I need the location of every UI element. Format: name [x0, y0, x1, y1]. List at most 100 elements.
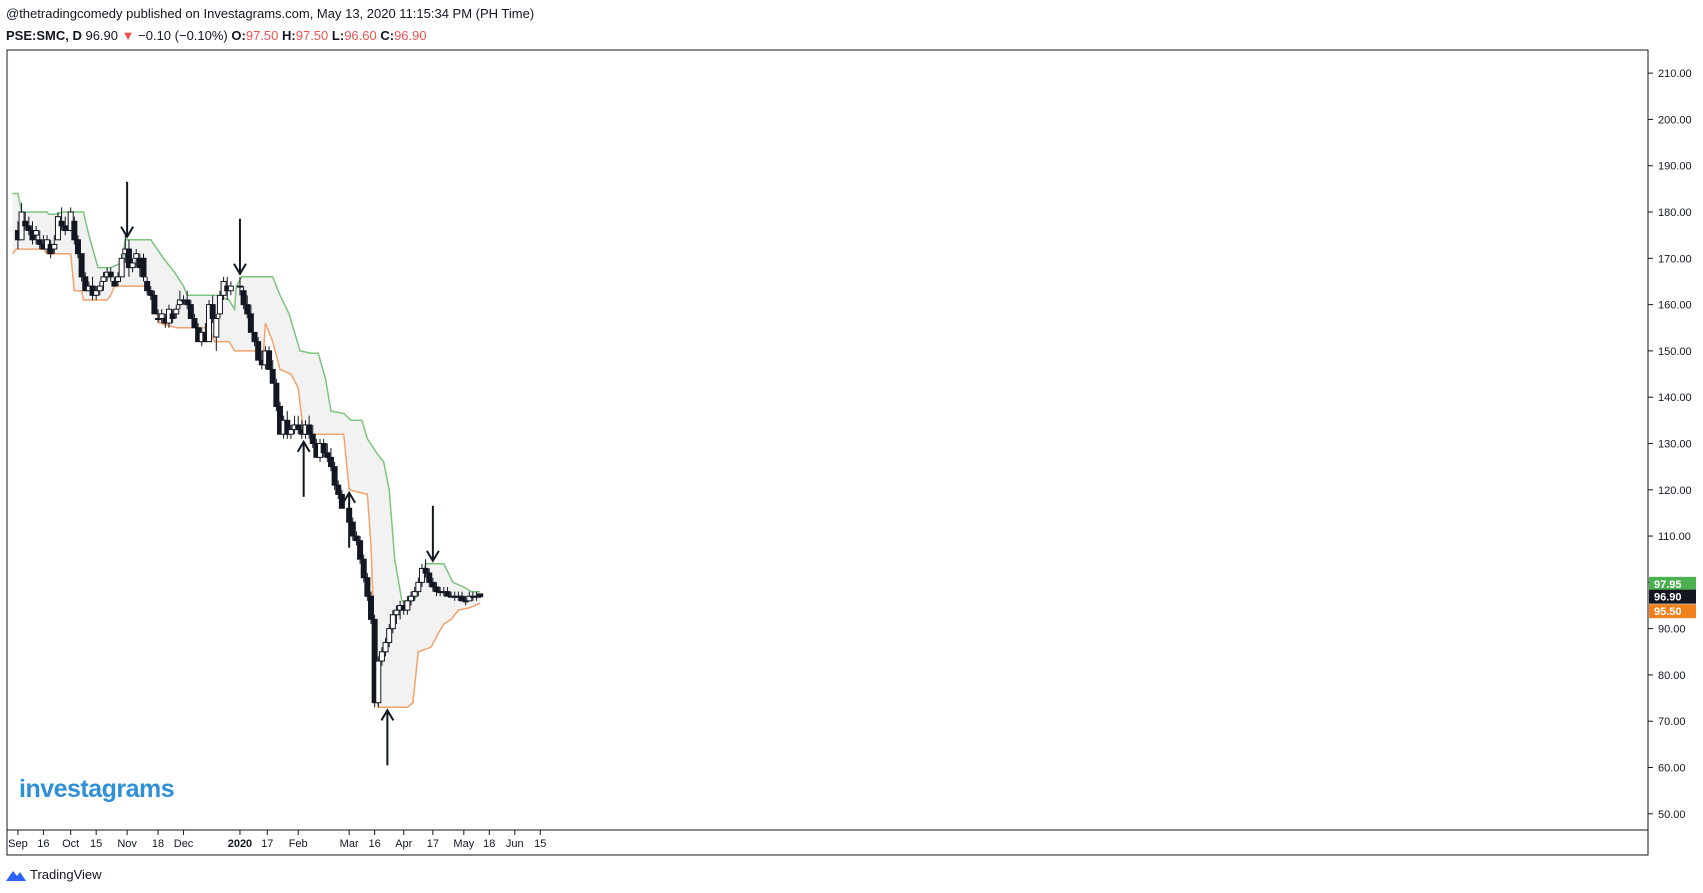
candle-body	[426, 572, 433, 583]
y-tick-label: 70.00	[1658, 716, 1686, 728]
candle	[295, 415, 302, 435]
candle	[240, 286, 247, 310]
candle	[426, 568, 433, 587]
arrow-up-icon	[296, 439, 311, 497]
x-tick-label: Nov	[117, 838, 137, 850]
y-tick-label: 160.00	[1658, 300, 1692, 312]
candle	[284, 411, 291, 439]
y-tick-label: 130.00	[1658, 438, 1692, 450]
x-tick-label: Apr	[395, 838, 412, 850]
candle	[213, 313, 220, 351]
candle	[93, 286, 100, 300]
candle	[151, 290, 158, 315]
candle-body	[266, 350, 273, 370]
y-tick-label: 90.00	[1658, 624, 1686, 636]
arrow-down-icon	[233, 218, 247, 276]
candle	[173, 304, 180, 319]
candle	[287, 424, 294, 439]
candle	[433, 582, 440, 597]
candle-body	[360, 558, 367, 579]
candle-body	[422, 567, 429, 574]
candle-body	[273, 382, 280, 407]
x-tick-label: 15	[90, 838, 102, 850]
investagrams-watermark: investagrams	[19, 775, 175, 803]
plot-frame	[6, 49, 1649, 856]
candle-body	[429, 581, 436, 588]
candle-body	[133, 253, 140, 259]
candle-body	[255, 341, 262, 361]
candle-body	[375, 660, 382, 704]
candle	[466, 591, 473, 602]
candle-body	[140, 257, 147, 278]
candle-body	[368, 595, 374, 620]
candle	[184, 290, 191, 310]
candle	[71, 216, 78, 245]
candle	[331, 461, 338, 490]
candle-body	[125, 248, 132, 269]
candle	[176, 290, 183, 310]
candle-body	[176, 299, 183, 306]
change-arrow-icon: ▼	[121, 28, 135, 43]
candle-body	[100, 276, 107, 282]
candle-body	[74, 239, 81, 255]
candle-body	[158, 313, 165, 319]
candle	[140, 253, 147, 282]
candle-body	[78, 253, 85, 278]
x-tick-label: Oct	[62, 838, 79, 850]
candle	[51, 235, 58, 254]
x-tick-label: 17	[261, 838, 273, 850]
candle	[147, 286, 154, 300]
candle	[158, 309, 165, 324]
candle	[273, 378, 280, 412]
candle-body	[151, 294, 158, 315]
candle	[216, 290, 223, 319]
candle-body	[58, 220, 65, 227]
candle	[118, 253, 125, 278]
candle	[415, 577, 422, 597]
candle	[418, 563, 425, 587]
y-tick-label: 190.00	[1658, 161, 1692, 173]
candle	[357, 536, 364, 564]
candle	[244, 295, 251, 319]
candle	[320, 438, 327, 458]
candle	[378, 647, 385, 666]
candle	[100, 272, 107, 291]
candle-body	[62, 225, 69, 232]
y-tick-label: 60.00	[1658, 763, 1686, 775]
tradingview-label: TradingView	[30, 867, 102, 882]
x-tick-label: Feb	[289, 838, 308, 850]
price-badge-label: 95.50	[1654, 606, 1682, 618]
candle-body	[269, 368, 276, 384]
candle	[364, 573, 371, 601]
candle	[386, 624, 393, 648]
candle-body	[386, 628, 393, 644]
tradingview-footer[interactable]: TradingView	[6, 867, 102, 882]
lower-channel-line	[11, 248, 481, 709]
candle-body	[331, 466, 338, 486]
candle	[353, 531, 360, 546]
candle	[375, 656, 382, 708]
candle-body	[54, 216, 61, 241]
candle	[187, 299, 194, 319]
y-tick-label: 200.00	[1658, 114, 1692, 126]
candle-body	[169, 313, 176, 319]
candle	[129, 258, 136, 273]
symbol-name[interactable]: PSE:SMC, D	[6, 28, 82, 43]
candle-body	[147, 290, 154, 296]
high-label: H:	[282, 28, 296, 43]
candle	[78, 253, 85, 282]
candle	[82, 272, 89, 292]
symbol-legend: PSE:SMC, D 96.90 ▼ −0.10 (−0.10%) O:97.5…	[6, 28, 427, 43]
candle-body	[216, 294, 223, 315]
candle	[58, 207, 65, 231]
candle	[144, 276, 151, 296]
candle	[422, 559, 429, 578]
last-price: 96.90	[85, 28, 119, 43]
candle	[404, 596, 411, 615]
candle	[191, 313, 198, 329]
candle-body	[25, 225, 32, 232]
price-badge-upper: 97.95	[1649, 576, 1696, 591]
candle-body	[444, 591, 451, 597]
candle-body	[51, 243, 58, 250]
